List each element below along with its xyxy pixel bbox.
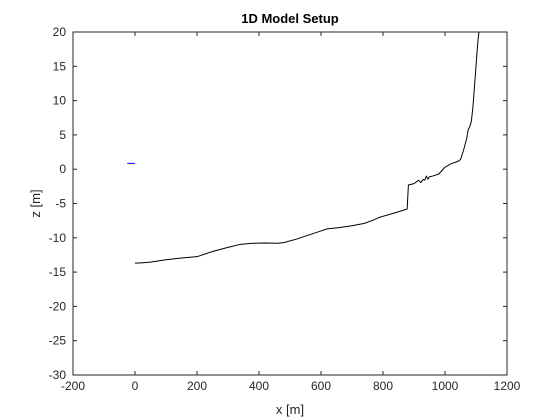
y-tick-label: -25 bbox=[49, 334, 67, 348]
y-tick-label: -10 bbox=[49, 231, 67, 245]
x-tick-label: 800 bbox=[373, 379, 393, 393]
x-tick-label: 1200 bbox=[494, 379, 521, 393]
x-tick-label: 1000 bbox=[432, 379, 459, 393]
x-tick-label: 600 bbox=[311, 379, 331, 393]
x-tick-label: 0 bbox=[132, 379, 139, 393]
y-tick-label: -15 bbox=[49, 265, 67, 279]
tick-layer: -200 0 200 400 600 800 1000 1200-30-25-20-15-10… bbox=[49, 25, 521, 393]
plot-area bbox=[73, 32, 507, 375]
series-layer bbox=[127, 31, 480, 264]
y-tick-label: -5 bbox=[55, 197, 66, 211]
y-tick-label: -30 bbox=[49, 368, 67, 382]
x-axis-title: x [m] bbox=[276, 402, 304, 417]
y-tick-label: -20 bbox=[49, 299, 67, 313]
y-tick-label: 15 bbox=[53, 59, 67, 73]
x-tick-label: -200 bbox=[61, 379, 85, 393]
y-axis-title: z [m] bbox=[28, 189, 43, 217]
y-tick-label: 0 bbox=[59, 162, 66, 176]
y-tick-label: 10 bbox=[53, 94, 67, 108]
chart-title: 1D Model Setup bbox=[241, 11, 339, 26]
x-tick-label: 200 bbox=[187, 379, 207, 393]
series-line-0 bbox=[134, 31, 480, 264]
y-tick-label: 20 bbox=[53, 25, 67, 39]
x-tick-label: 400 bbox=[249, 379, 269, 393]
y-tick-label: 5 bbox=[59, 128, 66, 142]
